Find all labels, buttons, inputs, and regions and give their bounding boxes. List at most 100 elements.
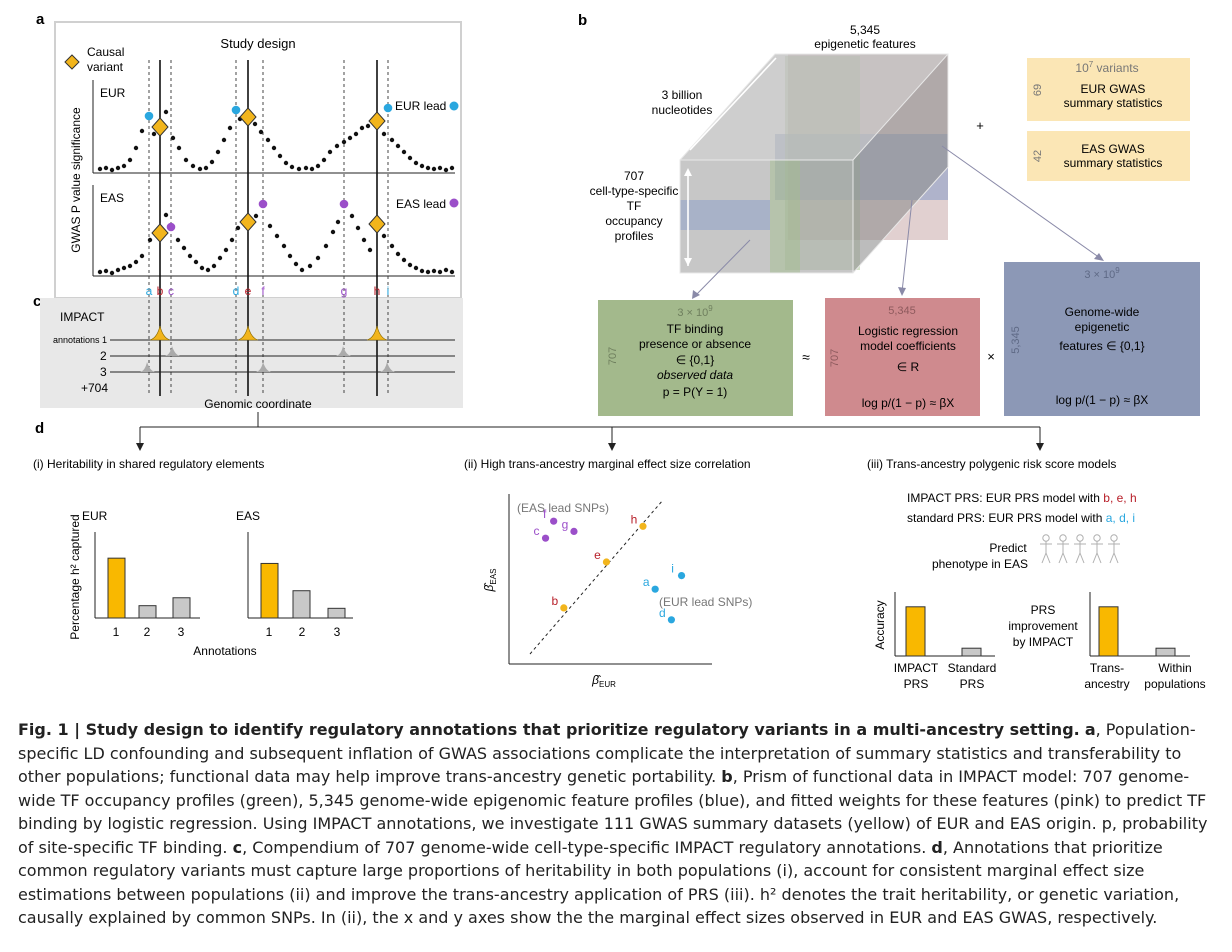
scatter-label-g: g	[562, 517, 569, 531]
eur-track-label: EUR	[100, 86, 126, 100]
svg-text:model coefficients: model coefficients	[860, 339, 956, 353]
data-cube	[679, 53, 949, 274]
cube-left-line2: nucleotides	[652, 103, 713, 117]
eur-group-label: (EUR lead SNPs)	[659, 595, 752, 609]
within-pop-tick-1: Within	[1158, 661, 1191, 675]
eur-gwas-points	[97, 109, 455, 173]
svg-text:occupancy: occupancy	[605, 214, 662, 228]
eas-bar-2	[292, 590, 311, 619]
svg-text:log p/(1 − p) ≈ βX: log p/(1 − p) ≈ βX	[1056, 393, 1149, 407]
eas-bar-3	[327, 607, 346, 619]
scatter-label-b: b	[551, 594, 558, 608]
svg-text:log p/(1 − p) ≈ βX: log p/(1 − p) ≈ βX	[862, 396, 955, 410]
cube-to-box-arrows	[694, 145, 1101, 297]
lr-box-top: 5,345	[888, 305, 916, 317]
impact-annotation1-peaks	[149, 325, 388, 341]
impact-annotation2-peaks	[165, 346, 351, 356]
svg-text:epigenetic: epigenetic	[1075, 320, 1130, 334]
heritability-xlabel: Annotations	[193, 644, 256, 658]
tf-box-top: 3 × 109	[677, 304, 713, 319]
genomic-coordinate-label: Genomic coordinate	[204, 397, 312, 411]
svg-text:∈ {0,1}: ∈ {0,1}	[676, 353, 714, 367]
eas-lead-label: EAS lead	[396, 197, 446, 211]
svg-text:∈ R: ∈ R	[897, 360, 920, 374]
eas-bar-1	[260, 562, 279, 619]
tf-box-side: 707	[607, 347, 619, 365]
eas-lead-legend-dot	[449, 198, 459, 208]
panel-b-letter: b	[578, 12, 587, 29]
accuracy-ylabel: Accuracy	[873, 600, 887, 649]
snp-letter-f: f	[261, 284, 265, 298]
eur-chart-title: EUR	[82, 509, 108, 523]
eur-tick-1: 1	[113, 625, 120, 639]
eur-gwas-line1: EUR GWAS	[1081, 82, 1146, 96]
effect-size-scatter: (EAS lead SNPs) (EUR lead SNPs) f g c a i d b e…	[482, 494, 752, 689]
svg-text:presence or absence: presence or absence	[639, 337, 751, 351]
snp-letter-b: b	[157, 284, 164, 298]
cube-dimension-arrows	[687, 43, 938, 266]
eas-gwas-line2: summary statistics	[1064, 156, 1163, 170]
cube-top-count: 5,345	[850, 23, 880, 37]
snp-letter-d: d	[233, 284, 240, 298]
panel-d: d (i) Heritability in shared regulatory …	[33, 412, 1206, 691]
eur-gwas-box	[1027, 58, 1190, 121]
trans-ancestry-tick-1: Trans-	[1090, 661, 1124, 675]
eas-gwas-box	[1027, 131, 1190, 181]
eas-lead-snp-points	[166, 199, 349, 232]
svg-text:cell-type-specific: cell-type-specific	[590, 184, 679, 198]
svg-text:p = P(Y = 1): p = P(Y = 1)	[663, 385, 727, 399]
impact-annotation3-peaks	[140, 362, 395, 372]
eas-gwas-count: 42	[1032, 150, 1044, 162]
study-design-title: Study design	[220, 36, 295, 51]
impact-row-1: annotations 1	[53, 335, 107, 345]
prs-panel: IMPACT PRS: EUR PRS model with b, e, h s…	[873, 491, 1206, 691]
scatter-xlabel: β̂EUR	[591, 673, 616, 689]
eas-track-label: EAS	[100, 191, 124, 205]
improvement-label-2: improvement	[1008, 619, 1078, 633]
eas-causal-variant-diamonds	[151, 212, 386, 243]
epi-box-top: 3 × 109	[1084, 266, 1120, 281]
snp-letter-e: e	[245, 284, 252, 298]
impact-title: IMPACT	[60, 310, 105, 324]
scatter-label-f: f	[543, 507, 547, 521]
prs-bar-1-0	[1098, 606, 1119, 657]
scatter-point-b	[560, 604, 568, 612]
arrow-heads	[692, 253, 1104, 299]
caption-a-label: a	[1084, 720, 1096, 739]
eur-lead-label: EUR lead	[395, 99, 446, 113]
svg-text:TF: TF	[627, 199, 642, 213]
scatter-point-e	[602, 558, 611, 566]
eur-gwas-count: 69	[1032, 84, 1044, 96]
plus-sign: +	[976, 118, 984, 133]
panel-b: b 5,345 epigenetic features 3 billion nu…	[578, 12, 1200, 416]
cube-left-line1: 3 billion	[662, 88, 703, 102]
eas-tick-2: 2	[299, 625, 306, 639]
caption-a-text: , Population-specific LD confounding and…	[18, 720, 1196, 786]
eur-lead-snp-points	[144, 103, 393, 121]
cube-side-labels: 707 cell-type-specific TF occupancy prof…	[590, 169, 679, 243]
scatter-point-c	[541, 534, 550, 542]
variants-count: 107 variants	[1075, 60, 1138, 75]
panel-c-letter: c	[33, 293, 41, 310]
epi-box-side: 5,345	[1010, 326, 1022, 354]
impact-prs-tick-1: IMPACT	[894, 661, 939, 675]
eur-lead-legend-dot	[449, 101, 459, 111]
heritability-ylabel: Percentage h² captured	[68, 514, 82, 639]
panel-d-connector-arrows	[136, 443, 1044, 451]
eas-chart-title: EAS	[236, 509, 260, 523]
improvement-label-3: by IMPACT	[1013, 635, 1074, 649]
causal-legend-line1: Causal	[87, 45, 124, 59]
svg-text:707: 707	[624, 169, 644, 183]
eur-gwas-line2: summary statistics	[1064, 96, 1163, 110]
sub-i-title: (i) Heritability in shared regulatory el…	[33, 457, 264, 471]
tf-box-text: TF binding presence or absence ∈ {0,1} o…	[639, 322, 751, 399]
causal-legend-line2: variant	[87, 60, 124, 74]
caption-d-label: d	[931, 837, 943, 857]
svg-text:observed data: observed data	[657, 368, 733, 382]
sub-ii-title: (ii) High trans-ancestry marginal effect…	[464, 457, 751, 471]
snp-letter-g: g	[341, 284, 348, 298]
population-people-icon	[1040, 534, 1120, 564]
epi-box-text: Genome-wide epigenetic features ∈ {0,1} …	[1056, 305, 1149, 407]
improvement-label-1: PRS	[1031, 603, 1056, 617]
panel-d-connector	[139, 412, 1041, 446]
